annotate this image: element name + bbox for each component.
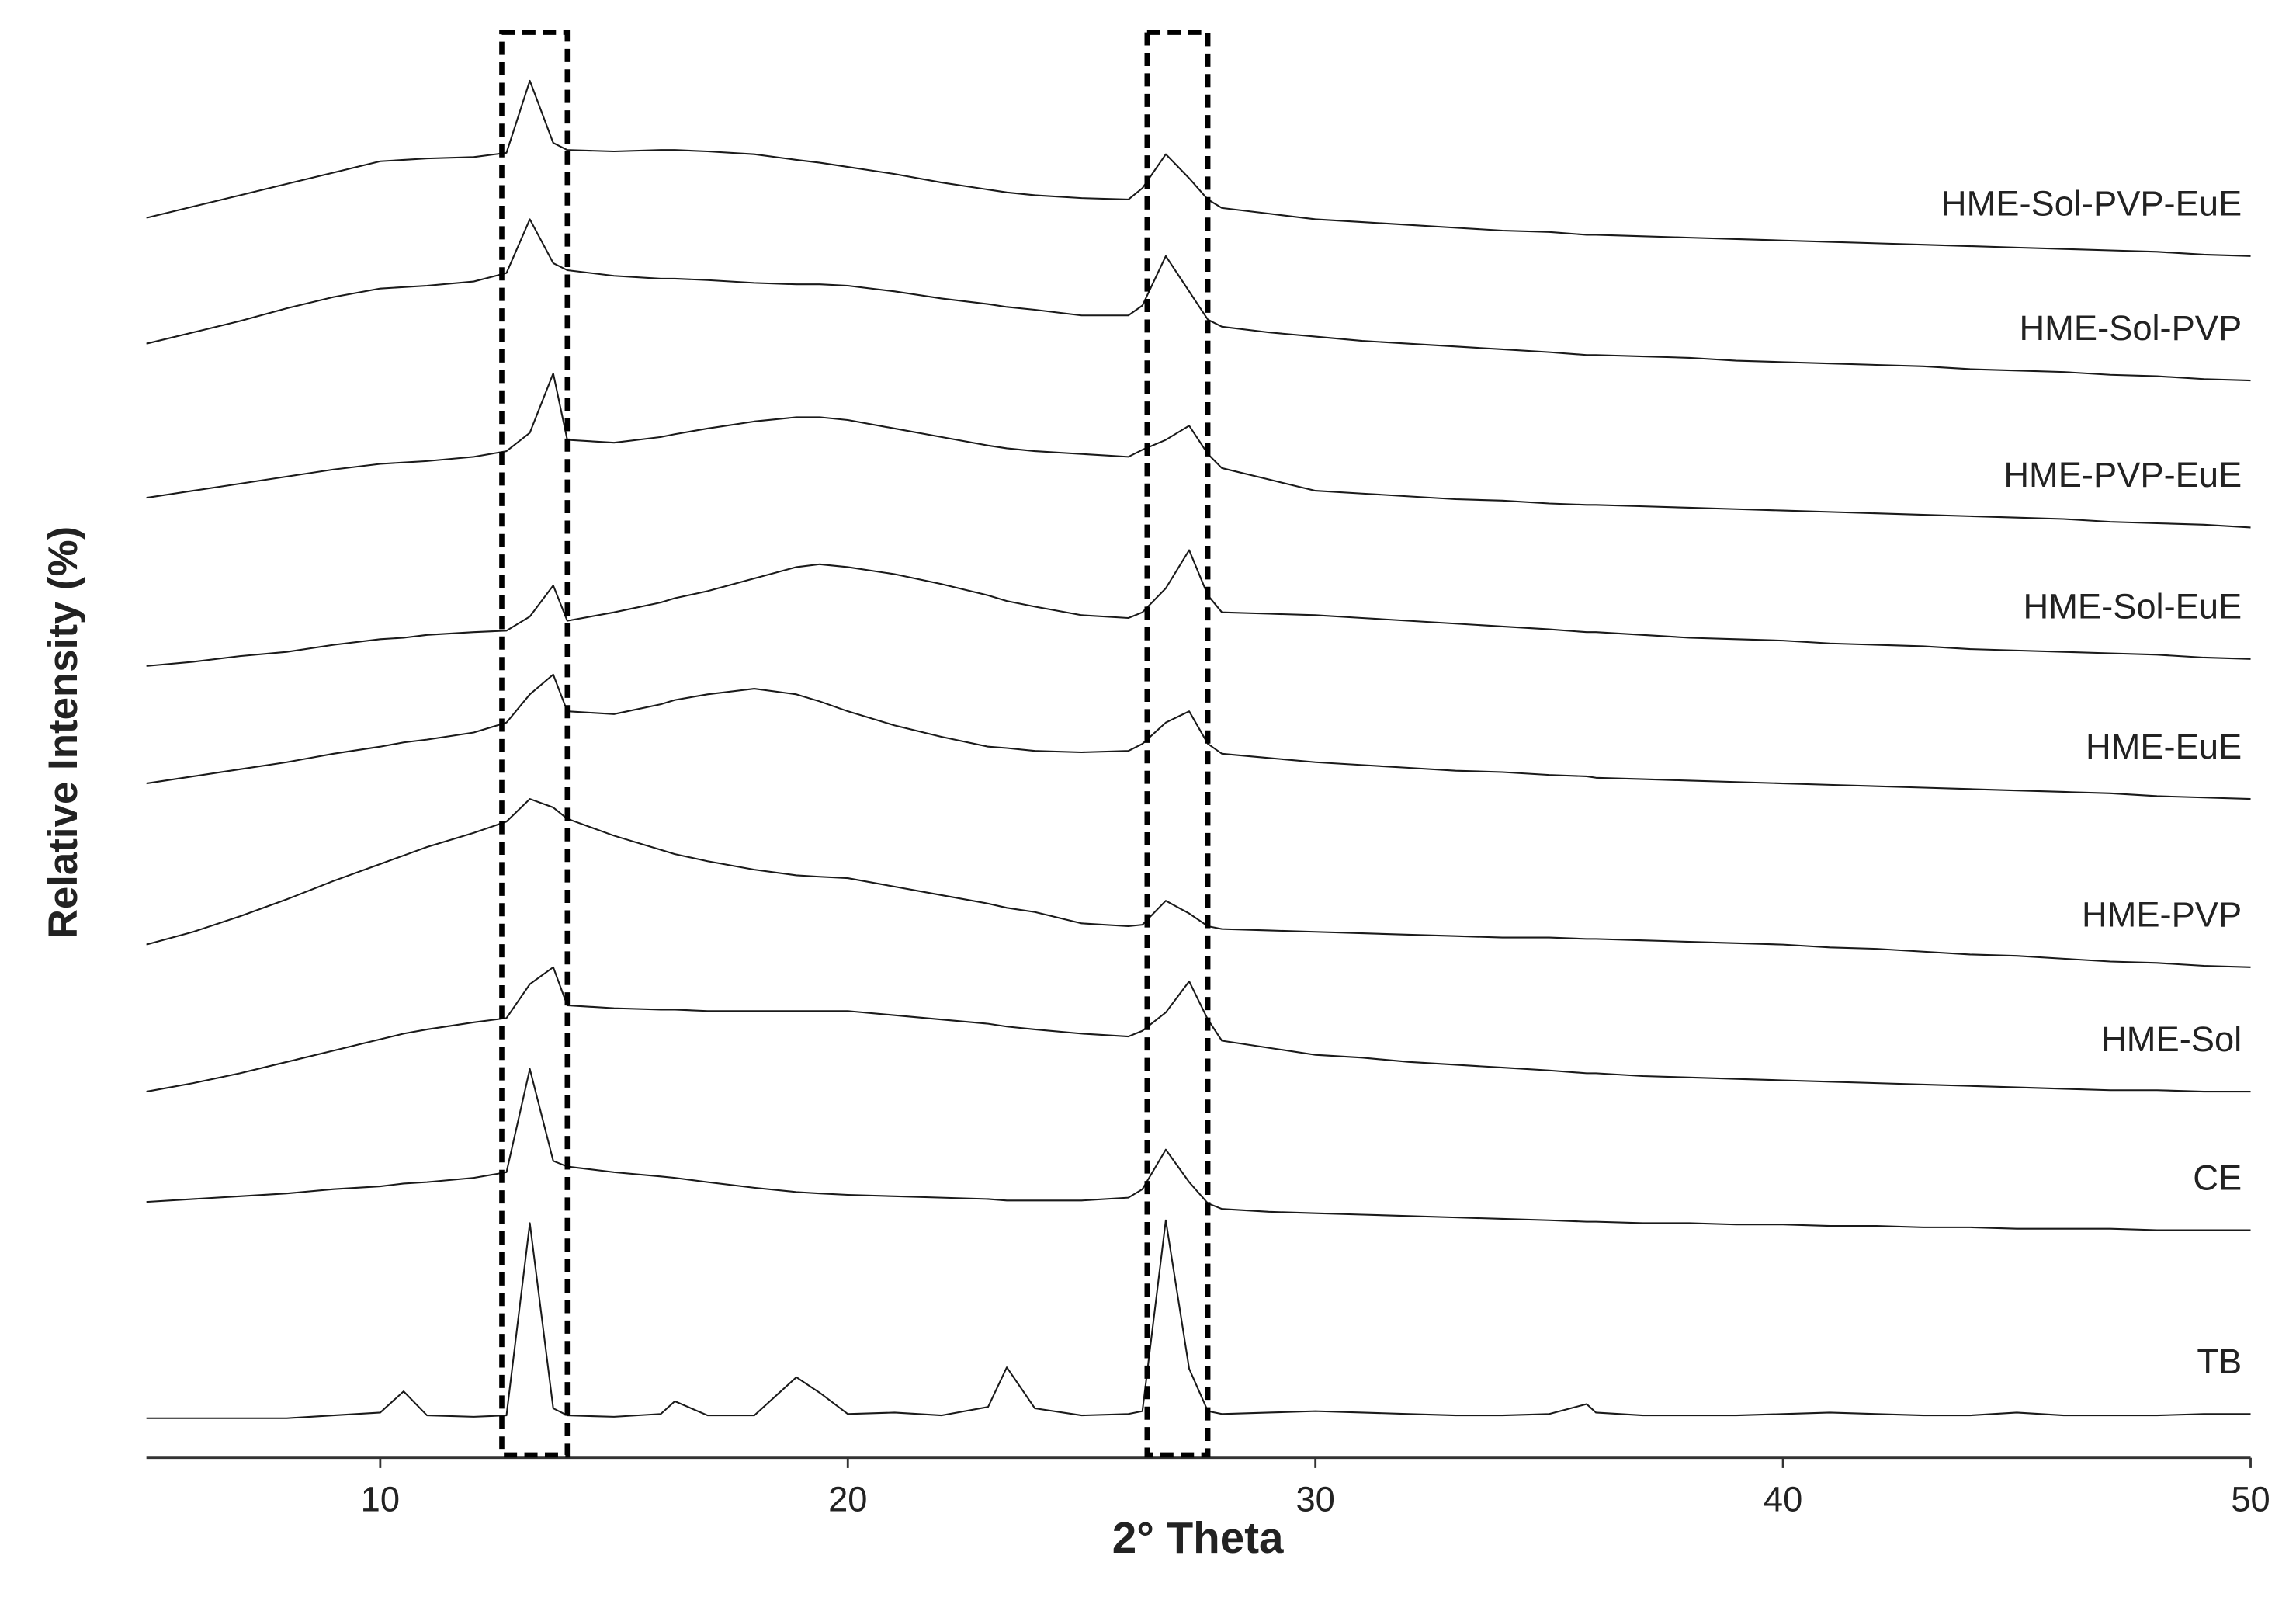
xrd-trace xyxy=(146,966,2251,1093)
xrd-trace xyxy=(146,218,2251,382)
xrd-trace xyxy=(146,673,2251,800)
series-label: HME-Sol-EuE xyxy=(2024,587,2242,627)
xrd-trace xyxy=(146,1068,2251,1231)
x-tick-label: 30 xyxy=(1296,1479,1335,1519)
series-label: HME-PVP xyxy=(2082,895,2242,935)
series-label: HME-Sol xyxy=(2101,1019,2242,1059)
xrd-trace xyxy=(146,798,2251,968)
series-label: TB xyxy=(2197,1342,2242,1381)
xrd-trace xyxy=(146,549,2251,667)
x-tick-label: 10 xyxy=(361,1479,400,1519)
xrd-trace xyxy=(146,79,2251,257)
xrd-trace xyxy=(146,372,2251,529)
xrd-trace xyxy=(146,1219,2251,1419)
highlight-box xyxy=(1144,30,1211,1458)
y-axis-label: Relative Intensity (%) xyxy=(40,526,86,939)
series-label: HME-EuE xyxy=(2086,727,2242,766)
series-label: HME-Sol-PVP xyxy=(2020,308,2242,348)
highlight-box xyxy=(499,30,571,1458)
x-axis-label: 2° Theta xyxy=(1112,1513,1284,1562)
series-label: HME-Sol-PVP-EuE xyxy=(1941,184,2242,224)
x-tick-label: 40 xyxy=(1764,1479,1802,1519)
x-tick-label: 20 xyxy=(828,1479,867,1519)
series-label: HME-PVP-EuE xyxy=(2003,455,2242,495)
series-label: CE xyxy=(2193,1158,2242,1197)
x-tick-label: 50 xyxy=(2231,1479,2270,1519)
